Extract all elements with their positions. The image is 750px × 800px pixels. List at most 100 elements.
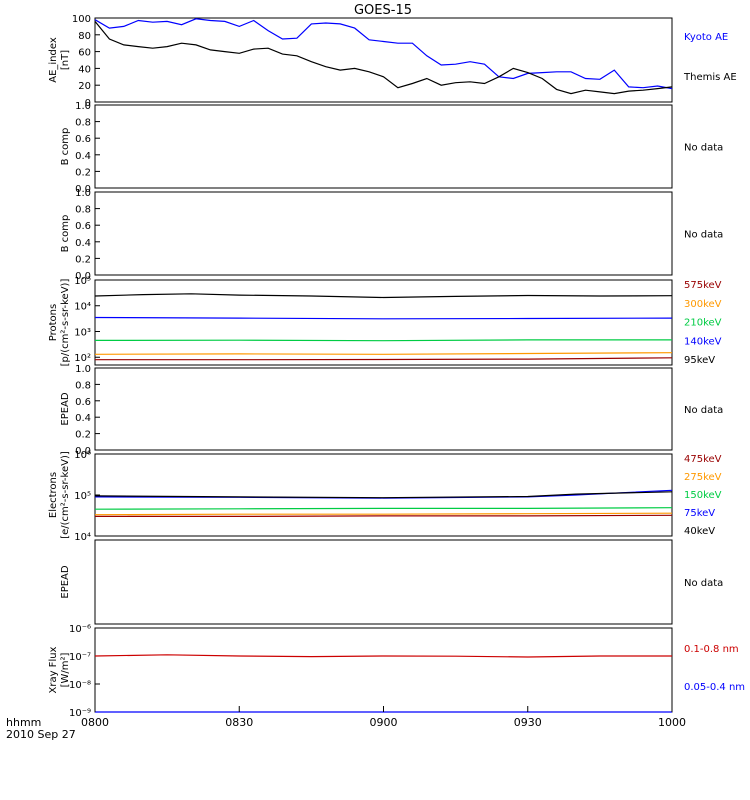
x-tick-label: 1000 <box>658 716 686 729</box>
y-tick-label: 0.0 <box>75 184 91 195</box>
y-tick-label: 1.0 <box>75 101 91 112</box>
y-tick-label: 0.8 <box>75 118 91 129</box>
panel-frame <box>94 191 673 276</box>
series-line-140kev <box>94 316 673 320</box>
panel-1: 0 20 40 60 80 100 AE_index [nT] Kyoto AE Themis A… <box>48 14 737 109</box>
panels: 0 20 40 60 80 100 AE_index [nT] Kyoto AE Themis A… <box>48 14 745 719</box>
x-tick-label: 0800 <box>81 716 109 729</box>
no-data-note: No data <box>684 230 723 241</box>
series-line-300kev <box>94 352 673 355</box>
legend-entry: 300keV <box>684 299 722 310</box>
date-label: 2010 Sep 27 <box>6 728 76 741</box>
y-tick-label: 10⁴ <box>74 532 91 543</box>
no-data-note: No data <box>684 578 723 589</box>
legend-entry: 95keV <box>684 355 715 366</box>
panel-4: 10² 10³ 10⁴ 10⁵ Protons [p/(cm²-s-sr-keV)] 575… <box>48 276 722 366</box>
y-tick-label: 10³ <box>74 327 91 338</box>
legend-entry: 275keV <box>684 472 722 483</box>
y-axis-label: AE_index <box>48 37 59 83</box>
series-line-475kev <box>95 514 673 518</box>
panel-6: 10⁴ 10⁵ 10⁶ Electrons [e/(cm²-s-sr-keV)] 475k… <box>48 450 722 543</box>
y-tick-label: 10⁵ <box>74 491 91 502</box>
y-axis-label: Electrons <box>48 472 59 518</box>
panel-5: 0.0 0.2 0.4 0.6 0.8 1.0 EPEAD No data <box>60 364 723 457</box>
legend-entry: 150keV <box>684 490 722 501</box>
panel-7: EPEAD No data <box>60 539 723 625</box>
series-line-150kev <box>94 507 673 510</box>
panel-frame <box>94 17 673 103</box>
y-tick-label: 0.6 <box>75 134 91 145</box>
time-axis: 0800 0830 0900 0930 1000 <box>81 706 686 729</box>
panel-frame <box>94 539 673 625</box>
y-tick-label: 10⁵ <box>74 276 91 287</box>
panel-frame <box>94 279 673 366</box>
no-data-note: No data <box>684 143 723 154</box>
y-tick-label: 1.0 <box>75 188 91 199</box>
y-axis-label: Xray Flux <box>48 646 59 693</box>
y-tick-label: 0.6 <box>75 397 91 408</box>
legend-entry: 575keV <box>684 280 722 291</box>
time-axis-corner-label: hhmm <box>6 716 41 729</box>
legend-entry: 140keV <box>684 336 722 347</box>
legend-entry: 475keV <box>684 454 722 465</box>
x-tick-label: 0900 <box>370 716 398 729</box>
panel-frame <box>94 367 673 451</box>
x-tick-label: 0830 <box>225 716 253 729</box>
y-axis-label: B comp <box>60 128 71 166</box>
y-tick-label: 10⁻⁸ <box>69 680 91 691</box>
y-tick-label: 60 <box>78 48 91 59</box>
panel-3: 0.0 0.2 0.4 0.6 0.8 1.0 B comp No data <box>60 188 723 282</box>
y-axis-label: Protons <box>48 304 59 341</box>
legend-entry: 0.05-0.4 nm <box>684 682 745 693</box>
series-line-kyoto-ae <box>94 18 673 90</box>
series-line-40kev <box>94 491 673 499</box>
y-tick-label: 1.0 <box>75 364 91 375</box>
y-tick-label: 10⁶ <box>74 450 91 461</box>
y-tick-label: 0.4 <box>75 238 91 249</box>
series-line-575kev <box>95 357 673 361</box>
y-tick-label: 0.4 <box>75 151 91 162</box>
legend-entry: 75keV <box>684 508 715 519</box>
y-tick-label: 0.8 <box>75 205 91 216</box>
series-line-95kev <box>94 293 673 299</box>
y-tick-label: 10⁴ <box>74 302 91 313</box>
y-tick-label: 0.0 <box>75 271 91 282</box>
no-data-note: No data <box>684 405 723 416</box>
y-axis-unit-label: [p/(cm²-s-sr-keV)] <box>60 279 71 367</box>
panel-8: 10⁻⁹ 10⁻⁸ 10⁻⁷ 10⁻⁶ Xray Flux [W/m²] 0.1-0.8 n… <box>48 624 745 719</box>
legend-entry: 210keV <box>684 318 722 329</box>
panel-2: 0.0 0.2 0.4 0.6 0.8 1.0 B comp No data <box>60 101 723 195</box>
panel-frame <box>94 627 673 713</box>
series-line-275kev <box>94 512 673 516</box>
y-axis-label: EPEAD <box>60 565 71 599</box>
plot-title: GOES-15 <box>354 3 412 18</box>
x-tick-label: 0930 <box>514 716 542 729</box>
y-tick-label: 0.4 <box>75 413 91 424</box>
y-tick-label: 100 <box>72 14 91 25</box>
y-axis-unit-label: [e/(cm²-s-sr-keV)] <box>60 451 71 539</box>
series-line-0-1-0-8-nm <box>94 654 672 658</box>
y-tick-label: 10² <box>74 353 91 364</box>
y-axis-label: EPEAD <box>60 392 71 426</box>
y-tick-label: 10⁻⁶ <box>69 624 91 635</box>
y-tick-label: 0.0 <box>75 446 91 457</box>
series-line-themis-ae <box>94 21 673 95</box>
y-tick-label: 0.8 <box>75 380 91 391</box>
y-tick-label: 0.2 <box>75 430 91 441</box>
y-tick-label: 40 <box>78 64 91 75</box>
y-tick-label: 80 <box>78 31 91 42</box>
legend-entry: 40keV <box>684 526 715 537</box>
y-tick-label: 20 <box>78 81 91 92</box>
y-tick-label: 0.6 <box>75 221 91 232</box>
y-axis-label: B comp <box>60 215 71 253</box>
y-tick-label: 10⁻⁹ <box>69 708 91 719</box>
y-tick-label: 10⁻⁷ <box>69 652 91 663</box>
y-tick-label: 0.2 <box>75 167 91 178</box>
y-axis-unit-label: [W/m²] <box>60 652 71 687</box>
legend-entry: Themis AE <box>683 72 737 83</box>
series-line-210kev <box>94 339 672 342</box>
y-tick-label: 0.2 <box>75 254 91 265</box>
y-axis-unit-label: [nT] <box>60 50 71 70</box>
legend-entry: Kyoto AE <box>684 32 728 43</box>
panel-frame <box>94 104 673 189</box>
